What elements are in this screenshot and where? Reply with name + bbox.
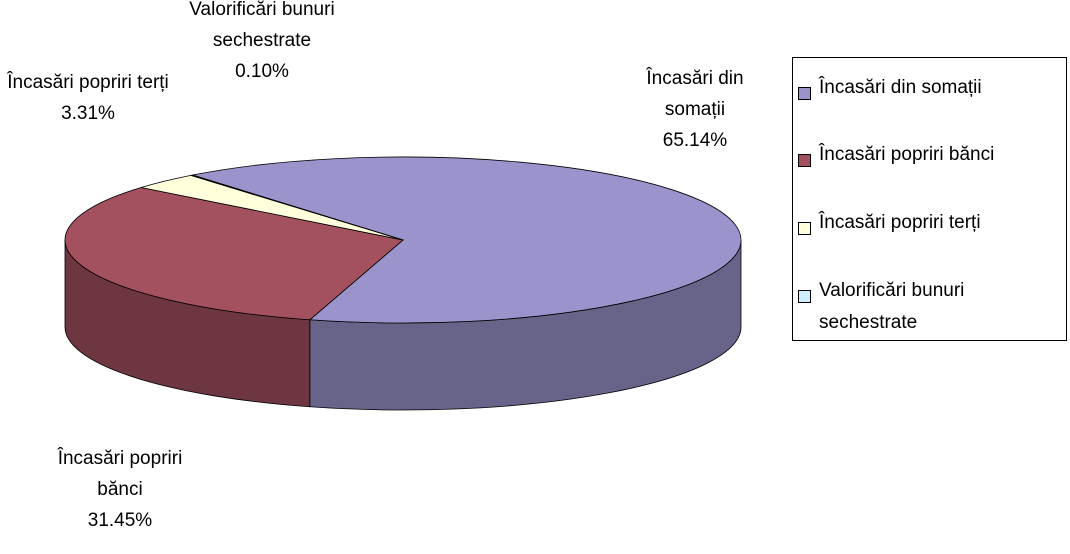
data-label: Încasări popriri bănci 31.45% [35,443,205,536]
data-label: Valorificări bunuri sechestrate 0.10% [167,0,357,87]
pie-slice [192,156,742,324]
data-label-name: Încasări din somații [646,68,744,120]
data-label: Încasări popriri terți 3.31% [3,67,173,129]
data-label: Încasări din somații 65.14% [625,63,765,156]
legend-label: Valorificări bunuri sechestrate [819,280,965,333]
pie-slice [64,187,404,321]
legend-swatch [798,87,811,100]
legend-label: Încasări din somații [819,77,982,98]
legend-label: Încasări popriri terți [819,212,981,233]
pie-plot [64,156,742,411]
data-label-value: 0.10% [235,61,289,82]
data-label-name: Încasări popriri terți [7,72,169,93]
legend-swatch [798,154,811,167]
legend-swatch [798,290,811,303]
data-label-value: 31.45% [87,510,153,531]
data-label-name: Valorificări bunuri sechestrate [189,0,335,51]
pie-slice [190,174,404,241]
legend-swatch [798,222,811,235]
legend-label: Încasări popriri bănci [819,144,995,165]
data-label-name: Încasări popriri bănci [57,448,183,500]
data-label-value: 65.14% [662,130,728,151]
data-label-value: 3.31% [61,103,115,124]
legend: Încasări din somații Încasări popriri băn… [792,57,1067,341]
